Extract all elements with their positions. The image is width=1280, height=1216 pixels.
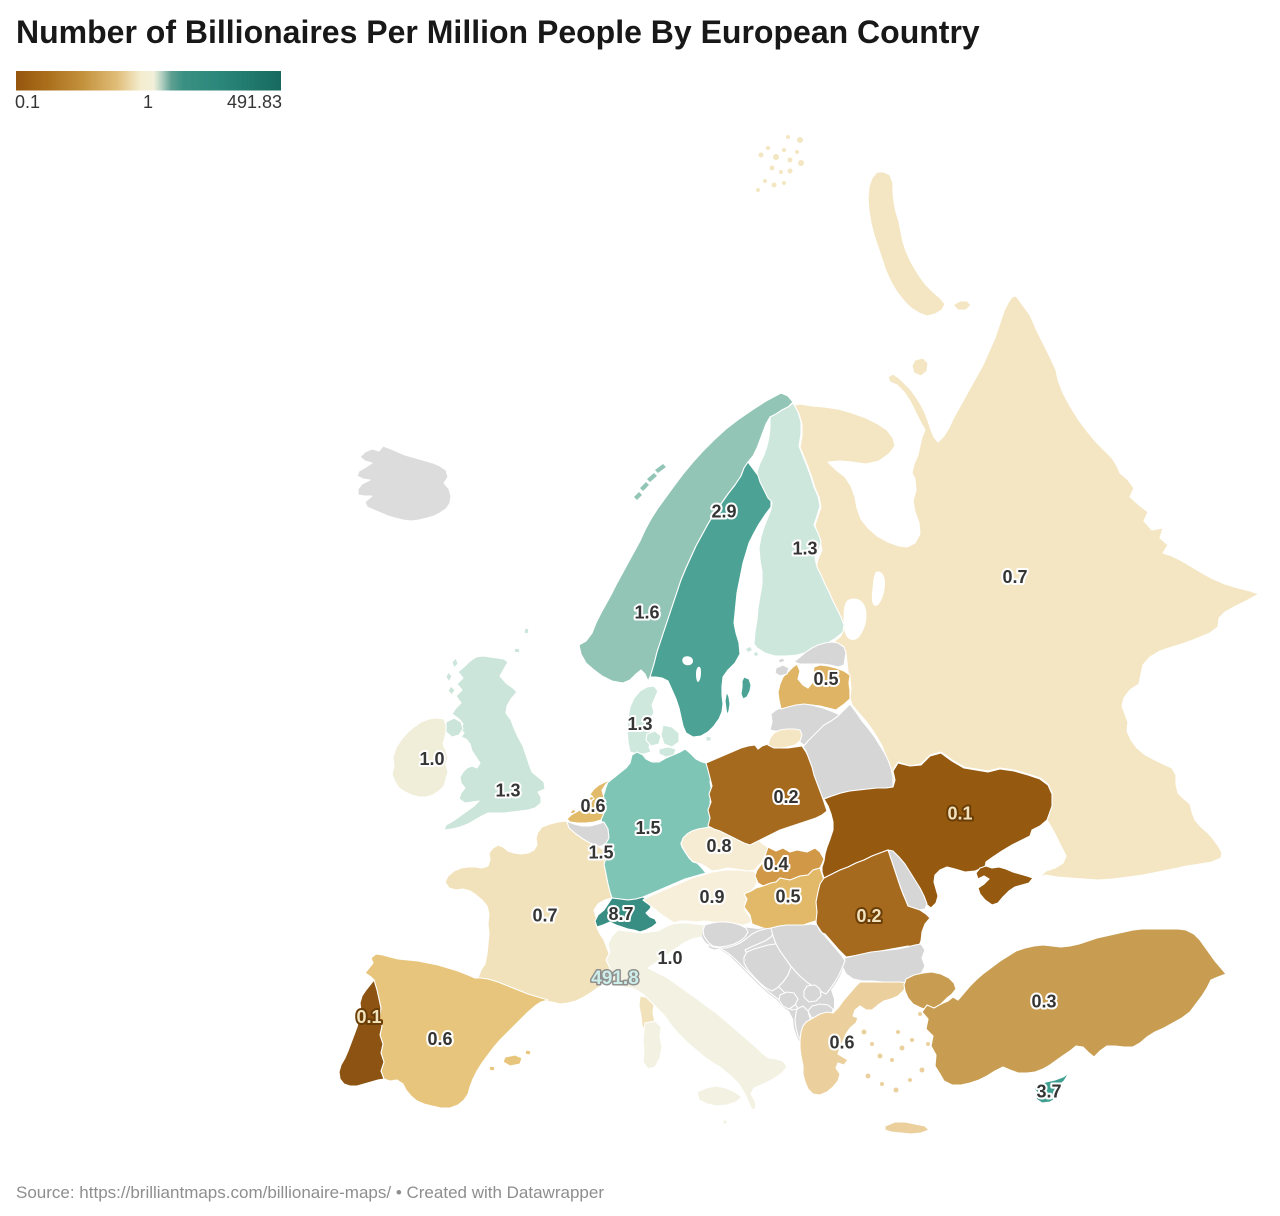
- svg-text:0.5: 0.5: [813, 669, 838, 689]
- svg-text:0.1: 0.1: [947, 803, 972, 823]
- svg-text:3.7: 3.7: [1036, 1082, 1061, 1102]
- svg-text:0.2: 0.2: [773, 787, 798, 807]
- svg-text:1.6: 1.6: [634, 602, 659, 622]
- svg-text:1.3: 1.3: [792, 539, 817, 559]
- svg-text:0.5: 0.5: [775, 886, 800, 906]
- svg-text:0.3: 0.3: [1031, 991, 1056, 1011]
- svg-text:1.0: 1.0: [657, 948, 682, 968]
- svg-text:0.6: 0.6: [427, 1029, 452, 1049]
- svg-text:491.83: 491.83: [227, 92, 282, 112]
- svg-text:0.7: 0.7: [1002, 567, 1027, 587]
- svg-text:1.3: 1.3: [627, 714, 652, 734]
- svg-text:0.6: 0.6: [580, 796, 605, 816]
- svg-text:1.5: 1.5: [635, 818, 660, 838]
- svg-text:0.6: 0.6: [829, 1033, 854, 1053]
- svg-text:0.7: 0.7: [532, 906, 557, 926]
- svg-text:0.1: 0.1: [15, 92, 40, 112]
- svg-text:0.4: 0.4: [763, 854, 788, 874]
- svg-text:1.5: 1.5: [588, 843, 613, 863]
- svg-text:0.1: 0.1: [356, 1007, 381, 1027]
- svg-text:2.9: 2.9: [711, 502, 736, 522]
- svg-text:1.3: 1.3: [495, 781, 520, 801]
- svg-text:0.8: 0.8: [706, 836, 731, 856]
- svg-text:1.0: 1.0: [419, 749, 444, 769]
- svg-text:8.7: 8.7: [608, 904, 633, 924]
- svg-text:1: 1: [143, 92, 153, 112]
- svg-text:491.8: 491.8: [591, 968, 639, 989]
- svg-text:0.2: 0.2: [856, 906, 881, 926]
- svg-text:0.9: 0.9: [699, 887, 724, 907]
